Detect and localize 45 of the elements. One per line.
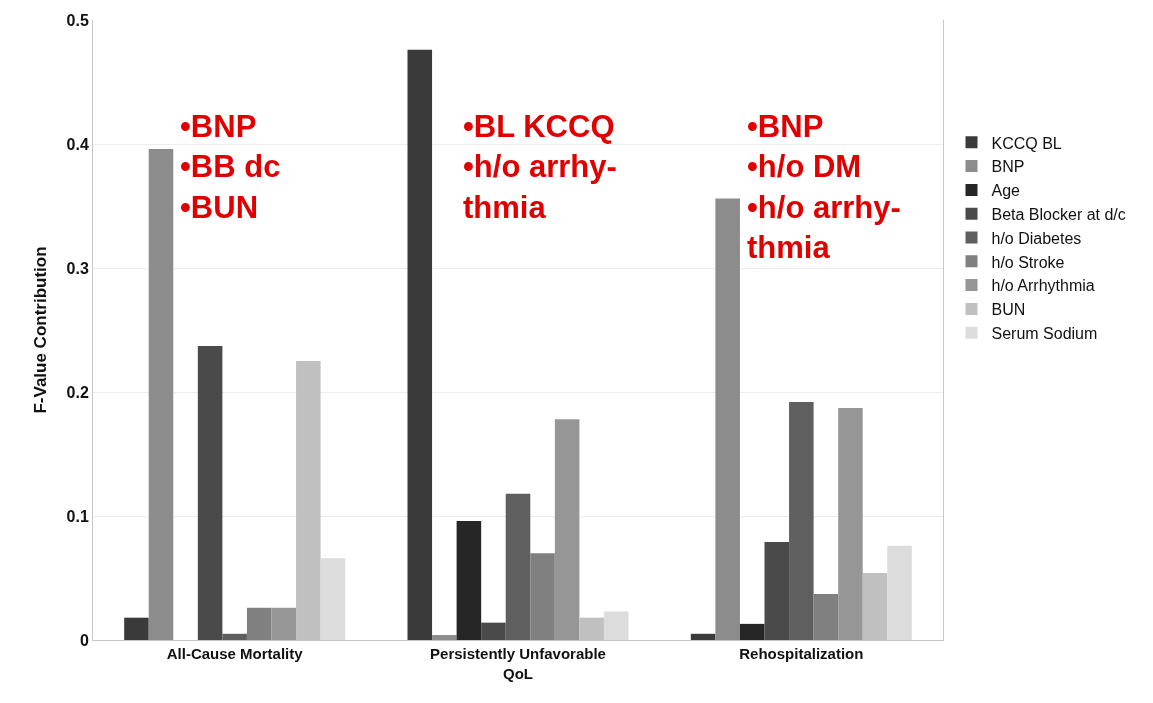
bar xyxy=(715,198,740,640)
bar xyxy=(887,545,912,640)
bar xyxy=(197,346,223,640)
bar xyxy=(456,520,482,640)
y-tick-label: 0.5 xyxy=(66,11,89,29)
legend-label: h/o Arrhythmia xyxy=(991,277,1095,295)
legend-label: KCCQ BL xyxy=(991,134,1062,152)
bar xyxy=(432,635,457,640)
bar xyxy=(148,148,174,640)
bar xyxy=(690,633,716,640)
bar xyxy=(124,617,149,640)
annotation: •BL KCCQ •h/o arrhy- thmia xyxy=(463,109,617,225)
y-tick-label: 0.4 xyxy=(66,135,89,153)
y-tick-label: 0.3 xyxy=(66,259,89,277)
bar xyxy=(739,623,765,640)
y-tick-label: 0.1 xyxy=(66,507,89,525)
legend-label: BUN xyxy=(991,301,1026,319)
bar xyxy=(813,594,839,640)
bar xyxy=(554,419,580,640)
legend-label: Serum Sodium xyxy=(991,324,1098,342)
x-tick-label: Persistently Unfavorable QoL xyxy=(430,645,606,682)
bar xyxy=(789,401,814,640)
legend-label: BNP xyxy=(991,158,1025,176)
bar xyxy=(603,611,629,640)
bar xyxy=(764,542,790,640)
bar xyxy=(530,553,555,640)
annotation: •BNP •BB dc •BUN xyxy=(180,109,281,225)
legend-label: Age xyxy=(991,182,1021,200)
x-tick-label: Rehospitalization xyxy=(739,645,864,662)
bar xyxy=(481,622,506,640)
legend-label: h/o Stroke xyxy=(991,253,1065,271)
bar xyxy=(222,633,247,640)
y-axis-title: F-Value Contribution xyxy=(31,246,51,414)
bar xyxy=(407,49,433,640)
y-tick-label: 0 xyxy=(79,631,89,649)
bar xyxy=(271,607,297,640)
y-tick-label: 0.2 xyxy=(66,383,89,401)
bar xyxy=(320,558,346,640)
bar xyxy=(838,408,863,640)
legend-label: h/o Diabetes xyxy=(991,229,1082,247)
bar xyxy=(505,493,531,640)
legend-label: Beta Blocker at d/c xyxy=(991,205,1126,223)
bar xyxy=(246,607,272,640)
annotation: •BNP •h/o DM •h/o arrhy- thmia xyxy=(747,109,901,265)
x-tick-label: All-Cause Mortality xyxy=(166,645,304,662)
